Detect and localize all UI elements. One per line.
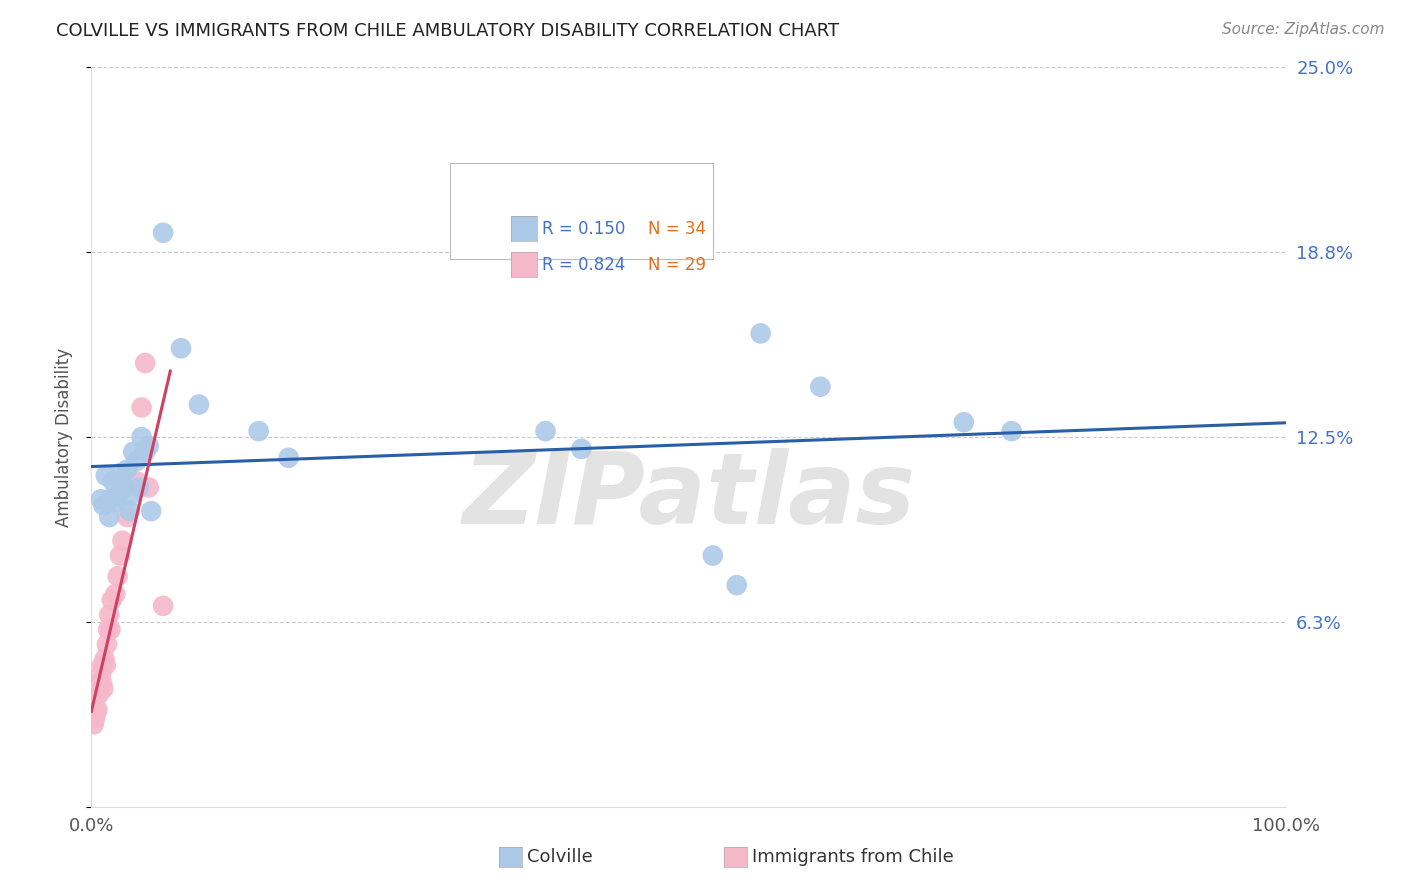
Point: [90, 667, 112, 681]
Text: R = 0.150: R = 0.150: [543, 220, 626, 238]
Point: [89, 676, 111, 690]
Point: [89, 681, 111, 696]
Point: [101, 475, 124, 489]
Point: [277, 450, 299, 465]
Point: [111, 533, 134, 548]
Point: [131, 430, 153, 444]
Text: R = 0.824: R = 0.824: [543, 256, 626, 274]
Text: N = 29: N = 29: [648, 256, 706, 274]
Point: [170, 341, 193, 355]
Point: [534, 424, 557, 438]
Point: [152, 226, 174, 240]
Point: [141, 504, 162, 518]
Point: [953, 415, 976, 429]
Point: [93, 498, 114, 512]
Point: [94, 658, 117, 673]
Point: [91, 676, 114, 690]
Point: [134, 356, 156, 370]
Text: ZIPatlas: ZIPatlas: [463, 448, 915, 545]
Point: [90, 492, 112, 507]
Text: Immigrants from Chile: Immigrants from Chile: [752, 848, 953, 866]
Point: [125, 454, 148, 468]
Point: [108, 549, 131, 563]
Text: N = 34: N = 34: [648, 220, 706, 238]
Point: [128, 480, 150, 494]
Point: [138, 439, 160, 453]
Point: [87, 681, 110, 696]
Point: [94, 468, 117, 483]
Point: [118, 504, 141, 518]
Point: [749, 326, 772, 341]
Point: [107, 489, 129, 503]
Point: [810, 380, 832, 394]
Point: [122, 445, 145, 459]
Point: [125, 475, 148, 489]
Point: [247, 424, 270, 438]
Point: [83, 717, 105, 731]
Point: [100, 593, 122, 607]
Point: [98, 607, 121, 622]
Text: COLVILLE VS IMMIGRANTS FROM CHILE AMBULATORY DISABILITY CORRELATION CHART: COLVILLE VS IMMIGRANTS FROM CHILE AMBULA…: [56, 22, 839, 40]
Point: [114, 480, 136, 494]
Point: [134, 445, 156, 459]
Point: [107, 569, 129, 583]
Y-axis label: Ambulatory Disability: Ambulatory Disability: [55, 348, 73, 526]
Point: [84, 711, 107, 725]
Point: [93, 652, 115, 666]
Point: [87, 688, 110, 702]
Point: [98, 492, 121, 507]
Point: [118, 489, 141, 503]
Point: [115, 463, 138, 477]
Point: [84, 706, 107, 720]
Point: [98, 510, 121, 524]
Point: [1001, 424, 1024, 438]
Point: [96, 637, 118, 651]
Point: [702, 549, 724, 563]
Text: Colville: Colville: [527, 848, 593, 866]
Point: [104, 587, 127, 601]
Text: Source: ZipAtlas.com: Source: ZipAtlas.com: [1222, 22, 1385, 37]
Point: [97, 623, 120, 637]
Point: [100, 623, 122, 637]
Point: [104, 495, 127, 509]
Point: [152, 599, 174, 613]
Point: [187, 397, 211, 411]
Point: [110, 466, 132, 480]
Point: [138, 480, 160, 494]
Point: [86, 702, 108, 716]
Point: [110, 480, 132, 494]
Point: [93, 681, 114, 696]
Point: [115, 510, 138, 524]
Point: [725, 578, 748, 592]
Point: [91, 658, 114, 673]
Point: [571, 442, 593, 456]
Point: [131, 401, 153, 415]
